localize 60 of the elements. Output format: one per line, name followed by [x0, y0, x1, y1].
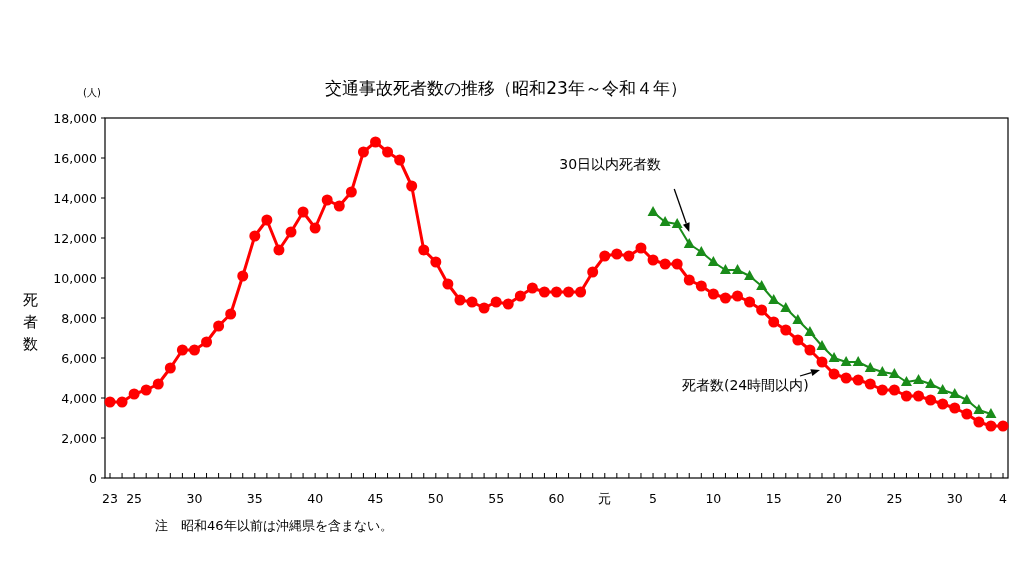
- point: [683, 238, 695, 248]
- point: [828, 352, 840, 362]
- y-tick-label: 0: [89, 470, 98, 486]
- x-tick-label: 15: [765, 491, 782, 506]
- point: [973, 404, 985, 414]
- x-tick-label: 5: [649, 491, 658, 506]
- y-tick-label: 12,000: [53, 230, 98, 246]
- point: [707, 256, 719, 266]
- x-tick-label: 20: [826, 491, 843, 506]
- point: [925, 378, 937, 388]
- x-tick-label: 10: [705, 491, 722, 506]
- y-tick-label: 8,000: [61, 310, 98, 326]
- y-tick-label: 2,000: [61, 430, 98, 446]
- point: [816, 340, 828, 350]
- x-tick-label: 25: [126, 491, 143, 506]
- point: [949, 388, 961, 398]
- point: [864, 362, 876, 372]
- y-tick-label: 6,000: [61, 350, 98, 366]
- x-tick-label: 35: [246, 491, 263, 506]
- point: [695, 246, 707, 256]
- point: [719, 264, 731, 274]
- point: [961, 394, 973, 404]
- point: [732, 264, 744, 274]
- x-tick-label: 55: [488, 491, 505, 506]
- annotation: 注 昭和46年以前は沖縄県を含まない。: [155, 518, 393, 533]
- x-tick-label: 4: [999, 491, 1008, 506]
- x-tick-label: 50: [427, 491, 444, 506]
- y-tick-label: 10,000: [53, 270, 98, 286]
- x-tick-label: 23: [102, 491, 118, 506]
- point: [876, 366, 888, 376]
- x-tick-label: 元: [598, 491, 612, 506]
- point: [659, 216, 671, 226]
- annotation: (人): [83, 87, 101, 98]
- x-tick-label: 45: [367, 491, 384, 506]
- ylabel: 死者数: [22, 291, 38, 353]
- point: [792, 314, 804, 324]
- point: [840, 356, 852, 366]
- x-tick-label: 30: [946, 491, 963, 506]
- point: [852, 356, 864, 366]
- point: [888, 368, 900, 378]
- point: [671, 218, 683, 228]
- point: [937, 384, 949, 394]
- point: [900, 376, 912, 386]
- x-tick-label: 60: [548, 491, 565, 506]
- x-tick-label: 40: [307, 491, 324, 506]
- point: [985, 408, 997, 418]
- y-tick-label: 14,000: [53, 190, 98, 206]
- point: [804, 326, 816, 336]
- y-tick-label: 4,000: [61, 390, 98, 406]
- title: 交通事故死者数の推移（昭和23年～令和４年）: [325, 78, 687, 98]
- point: [756, 280, 768, 290]
- point: [647, 206, 659, 216]
- y-tick-label: 16,000: [53, 150, 98, 166]
- y-tick-label: 18,000: [53, 110, 98, 126]
- point: [744, 270, 756, 280]
- x-tick-label: 30: [186, 491, 203, 506]
- point: [913, 374, 925, 384]
- x-tick-label: 25: [886, 491, 903, 506]
- point: [780, 302, 792, 312]
- point: [768, 294, 780, 304]
